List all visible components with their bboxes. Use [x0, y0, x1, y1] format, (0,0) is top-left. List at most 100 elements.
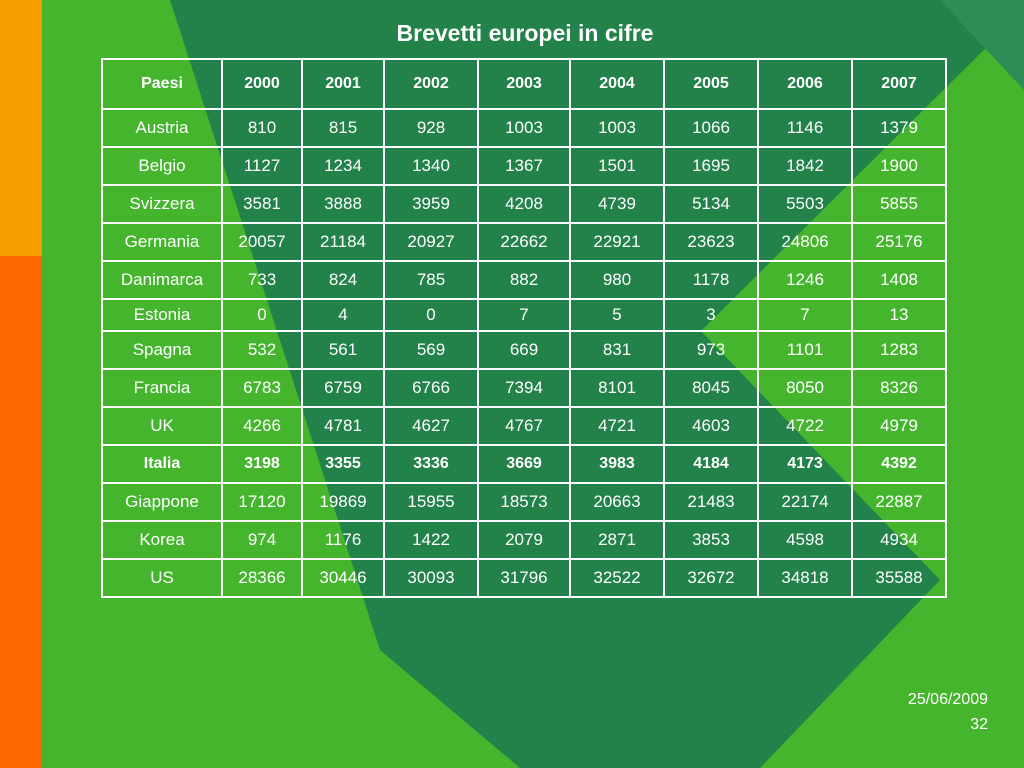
cell-country: Italia — [101, 444, 223, 484]
cell-value: 13 — [851, 298, 947, 332]
cell-value: 831 — [569, 330, 665, 370]
cell-value: 22887 — [851, 482, 947, 522]
cell-value: 21184 — [301, 222, 385, 262]
cell-value: 561 — [301, 330, 385, 370]
cell-value: 1422 — [383, 520, 479, 560]
header-year: 2006 — [757, 58, 853, 110]
cell-value: 15955 — [383, 482, 479, 522]
cell-country: Spagna — [101, 330, 223, 370]
cell-value: 35588 — [851, 558, 947, 598]
cell-value: 810 — [221, 108, 303, 148]
cell-value: 5 — [569, 298, 665, 332]
cell-value: 7394 — [477, 368, 571, 408]
cell-value: 3336 — [383, 444, 479, 484]
cell-value: 22662 — [477, 222, 571, 262]
cell-value: 0 — [221, 298, 303, 332]
cell-value: 1367 — [477, 146, 571, 186]
cell-value: 4266 — [221, 406, 303, 446]
cell-value: 2079 — [477, 520, 571, 560]
cell-country: Estonia — [101, 298, 223, 332]
cell-value: 4722 — [757, 406, 853, 446]
cell-country: Danimarca — [101, 260, 223, 300]
cell-value: 4979 — [851, 406, 947, 446]
cell-country: UK — [101, 406, 223, 446]
table-row: Estonia 0 4 0 7 5 3 7 13 — [101, 298, 947, 332]
table-row: UK 4266 4781 4627 4767 4721 4603 4722 49… — [101, 406, 947, 446]
cell-value: 5855 — [851, 184, 947, 224]
cell-value: 8045 — [663, 368, 759, 408]
table-row: Giappone 17120 19869 15955 18573 20663 2… — [101, 482, 947, 522]
cell-value: 4603 — [663, 406, 759, 446]
cell-value: 4627 — [383, 406, 479, 446]
cell-value: 3581 — [221, 184, 303, 224]
cell-value: 4934 — [851, 520, 947, 560]
table-row: Francia 6783 6759 6766 7394 8101 8045 80… — [101, 368, 947, 408]
cell-value: 4781 — [301, 406, 385, 446]
cell-value: 4208 — [477, 184, 571, 224]
cell-value: 669 — [477, 330, 571, 370]
table-row: Spagna 532 561 569 669 831 973 1101 1283 — [101, 330, 947, 370]
cell-country: Korea — [101, 520, 223, 560]
cell-country: US — [101, 558, 223, 598]
table-header-row: Paesi 2000 2001 2002 2003 2004 2005 2006… — [101, 58, 947, 110]
cell-value: 21483 — [663, 482, 759, 522]
cell-value: 4767 — [477, 406, 571, 446]
cell-value: 23623 — [663, 222, 759, 262]
header-country: Paesi — [101, 58, 223, 110]
cell-value: 3669 — [477, 444, 571, 484]
cell-value: 3198 — [221, 444, 303, 484]
cell-value: 0 — [383, 298, 479, 332]
table-row: Austria 810 815 928 1003 1003 1066 1146 … — [101, 108, 947, 148]
cell-value: 32522 — [569, 558, 665, 598]
cell-value: 785 — [383, 260, 479, 300]
header-year: 2000 — [221, 58, 303, 110]
cell-value: 6759 — [301, 368, 385, 408]
cell-value: 928 — [383, 108, 479, 148]
cell-value: 973 — [663, 330, 759, 370]
patents-table: Paesi 2000 2001 2002 2003 2004 2005 2006… — [101, 58, 947, 598]
cell-value: 882 — [477, 260, 571, 300]
cell-value: 1003 — [477, 108, 571, 148]
table-row-highlighted: Italia 3198 3355 3336 3669 3983 4184 417… — [101, 444, 947, 484]
cell-value: 4739 — [569, 184, 665, 224]
cell-value: 1146 — [757, 108, 853, 148]
cell-value: 2871 — [569, 520, 665, 560]
cell-value: 25176 — [851, 222, 947, 262]
cell-value: 1176 — [301, 520, 385, 560]
cell-value: 1178 — [663, 260, 759, 300]
cell-value: 7 — [477, 298, 571, 332]
cell-value: 5134 — [663, 184, 759, 224]
cell-value: 1003 — [569, 108, 665, 148]
cell-value: 980 — [569, 260, 665, 300]
cell-value: 22921 — [569, 222, 665, 262]
cell-value: 19869 — [301, 482, 385, 522]
cell-value: 20927 — [383, 222, 479, 262]
cell-value: 7 — [757, 298, 853, 332]
cell-value: 974 — [221, 520, 303, 560]
cell-value: 8050 — [757, 368, 853, 408]
cell-value: 4184 — [663, 444, 759, 484]
cell-value: 3983 — [569, 444, 665, 484]
cell-value: 5503 — [757, 184, 853, 224]
cell-value: 1101 — [757, 330, 853, 370]
cell-value: 8101 — [569, 368, 665, 408]
table-row: Belgio 1127 1234 1340 1367 1501 1695 184… — [101, 146, 947, 186]
cell-value: 4173 — [757, 444, 853, 484]
cell-value: 815 — [301, 108, 385, 148]
table-row: US 28366 30446 30093 31796 32522 32672 3… — [101, 558, 947, 598]
cell-value: 30446 — [301, 558, 385, 598]
header-year: 2005 — [663, 58, 759, 110]
cell-value: 1501 — [569, 146, 665, 186]
cell-country: Francia — [101, 368, 223, 408]
cell-value: 3 — [663, 298, 759, 332]
cell-value: 1408 — [851, 260, 947, 300]
cell-value: 3888 — [301, 184, 385, 224]
cell-value: 733 — [221, 260, 303, 300]
cell-value: 20663 — [569, 482, 665, 522]
cell-value: 1234 — [301, 146, 385, 186]
cell-value: 824 — [301, 260, 385, 300]
table-row: Germania 20057 21184 20927 22662 22921 2… — [101, 222, 947, 262]
cell-country: Giappone — [101, 482, 223, 522]
cell-value: 569 — [383, 330, 479, 370]
cell-value: 31796 — [477, 558, 571, 598]
